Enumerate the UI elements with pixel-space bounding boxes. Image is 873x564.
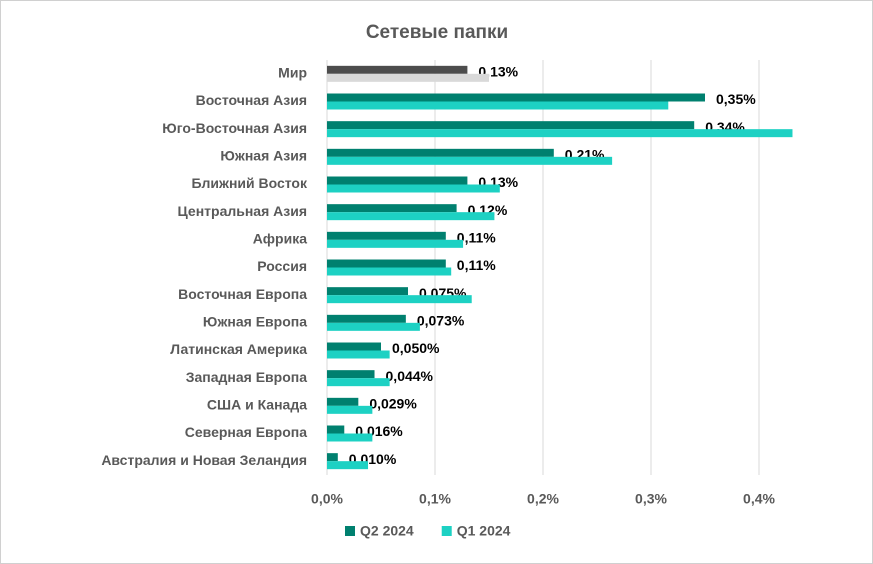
legend-swatch xyxy=(441,526,452,536)
x-tick-label: 0,0% xyxy=(311,491,343,507)
bar xyxy=(327,267,452,276)
legend-swatch xyxy=(345,526,355,536)
bar xyxy=(327,287,408,296)
data-label: 0,11% xyxy=(457,230,496,246)
bar xyxy=(327,314,406,323)
y-tick-label: Южная Азия xyxy=(220,148,307,164)
y-tick-label: США и Канада xyxy=(207,397,307,413)
chart-title: Сетевые папки xyxy=(366,22,508,43)
bar xyxy=(327,65,468,74)
data-label: 0,044% xyxy=(386,368,434,384)
bar xyxy=(327,378,390,387)
data-label: 0,029% xyxy=(369,396,417,412)
x-tick-label: 0,1% xyxy=(419,491,451,507)
bar xyxy=(327,405,373,414)
bar xyxy=(327,350,390,359)
bar xyxy=(327,239,464,248)
bar xyxy=(327,176,468,185)
y-tick-label: Австралия и Новая Зеландия xyxy=(101,452,307,468)
bar xyxy=(327,101,669,110)
bar xyxy=(327,453,338,462)
y-tick-label: Северная Европа xyxy=(185,424,307,440)
y-tick-label: Ближний Восток xyxy=(191,175,308,191)
y-tick-label: Восточная Европа xyxy=(178,286,307,302)
y-tick-label: Центральная Азия xyxy=(178,203,307,219)
y-tick-label: Россия xyxy=(257,258,307,274)
y-tick-label: Восточная Азия xyxy=(196,92,307,108)
bar xyxy=(327,204,457,213)
bar xyxy=(327,129,793,138)
x-tick-label: 0,4% xyxy=(743,491,775,507)
y-tick-label: Юго-Восточная Азия xyxy=(162,120,307,136)
bar xyxy=(327,295,472,304)
y-tick-label: Мир xyxy=(278,65,307,81)
legend-label: Q1 2024 xyxy=(457,523,511,539)
bar xyxy=(327,425,345,434)
bar xyxy=(327,370,375,379)
bar xyxy=(327,433,373,442)
bar xyxy=(327,259,446,268)
bar xyxy=(327,93,705,102)
bar xyxy=(327,212,495,221)
bar xyxy=(327,231,446,240)
y-tick-label: Латинская Америка xyxy=(170,341,307,357)
legend-label: Q2 2024 xyxy=(360,523,414,539)
bar xyxy=(327,397,359,406)
bar xyxy=(327,121,695,130)
bar xyxy=(327,342,381,351)
data-label: 0,11% xyxy=(457,257,496,273)
bar xyxy=(327,184,500,193)
bar xyxy=(327,156,613,165)
y-tick-label: Западная Европа xyxy=(186,369,307,385)
y-tick-label: Южная Европа xyxy=(203,314,307,330)
y-tick-label: Африка xyxy=(253,231,308,247)
data-label: 0,050% xyxy=(392,340,440,356)
x-tick-label: 0,3% xyxy=(635,491,667,507)
bar xyxy=(327,322,420,331)
bar xyxy=(327,461,369,470)
data-label: 0,35% xyxy=(716,91,756,107)
x-tick-label: 0,2% xyxy=(527,491,559,507)
data-label: 0,073% xyxy=(417,313,465,329)
bar xyxy=(327,148,554,157)
bar xyxy=(327,73,489,82)
